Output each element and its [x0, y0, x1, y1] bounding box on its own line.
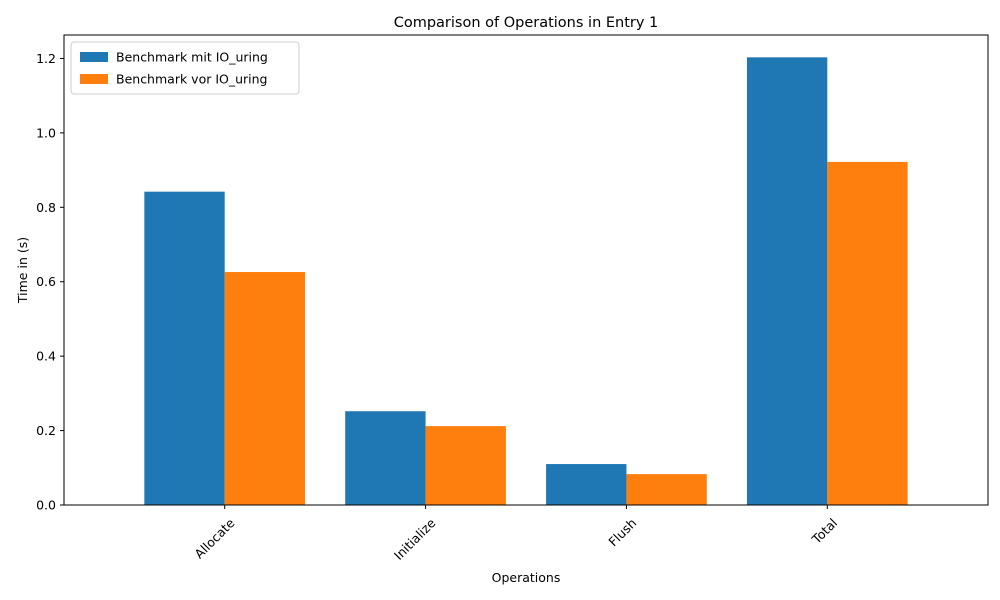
plot-frame [63, 34, 989, 506]
bar-allocate-series-1 [144, 191, 225, 505]
y-tick-label: 0.4 [36, 349, 56, 364]
x-axis: Allocate Initialize Flush Total [191, 505, 840, 563]
bar-flush-series-1 [546, 464, 627, 505]
x-tick-label-allocate: Allocate [191, 515, 237, 561]
y-tick-label: 0.2 [36, 423, 56, 438]
legend-swatch-series-1 [80, 52, 108, 62]
y-tick-label: 0.6 [36, 274, 56, 289]
bar-total-series-2 [827, 161, 908, 505]
bar-allocate-series-2 [224, 272, 306, 505]
x-tick-label-flush: Flush [605, 515, 639, 549]
x-tick-label-initialize: Initialize [391, 515, 439, 563]
bar-initialize-series-2 [425, 426, 506, 505]
legend-box [70, 41, 300, 95]
y-tick-label: 1.0 [36, 125, 56, 140]
y-tick-label: 0.0 [36, 498, 56, 513]
y-tick-label: 1.2 [36, 51, 56, 66]
legend: Benchmark mit IO_uring Benchmark vor IO_u… [70, 41, 300, 95]
bar-initialize-series-1 [345, 411, 426, 505]
y-tick-label: 0.8 [36, 200, 56, 215]
y-axis-label: Time in (s) [15, 237, 30, 304]
y-axis: 0.0 0.2 0.4 0.6 0.8 1.0 1.2 [36, 51, 64, 513]
chart-title: Comparison of Operations in Entry 1 [394, 15, 659, 31]
legend-label-series-2: Benchmark vor IO_uring [116, 72, 268, 87]
legend-swatch-series-2 [80, 74, 108, 84]
legend-label-series-1: Benchmark mit IO_uring [116, 50, 268, 65]
bar-total-series-1 [746, 57, 828, 505]
x-axis-label: Operations [492, 570, 561, 585]
bars-group [144, 57, 908, 505]
bar-flush-series-2 [626, 474, 707, 505]
x-tick-label-total: Total [808, 515, 840, 547]
